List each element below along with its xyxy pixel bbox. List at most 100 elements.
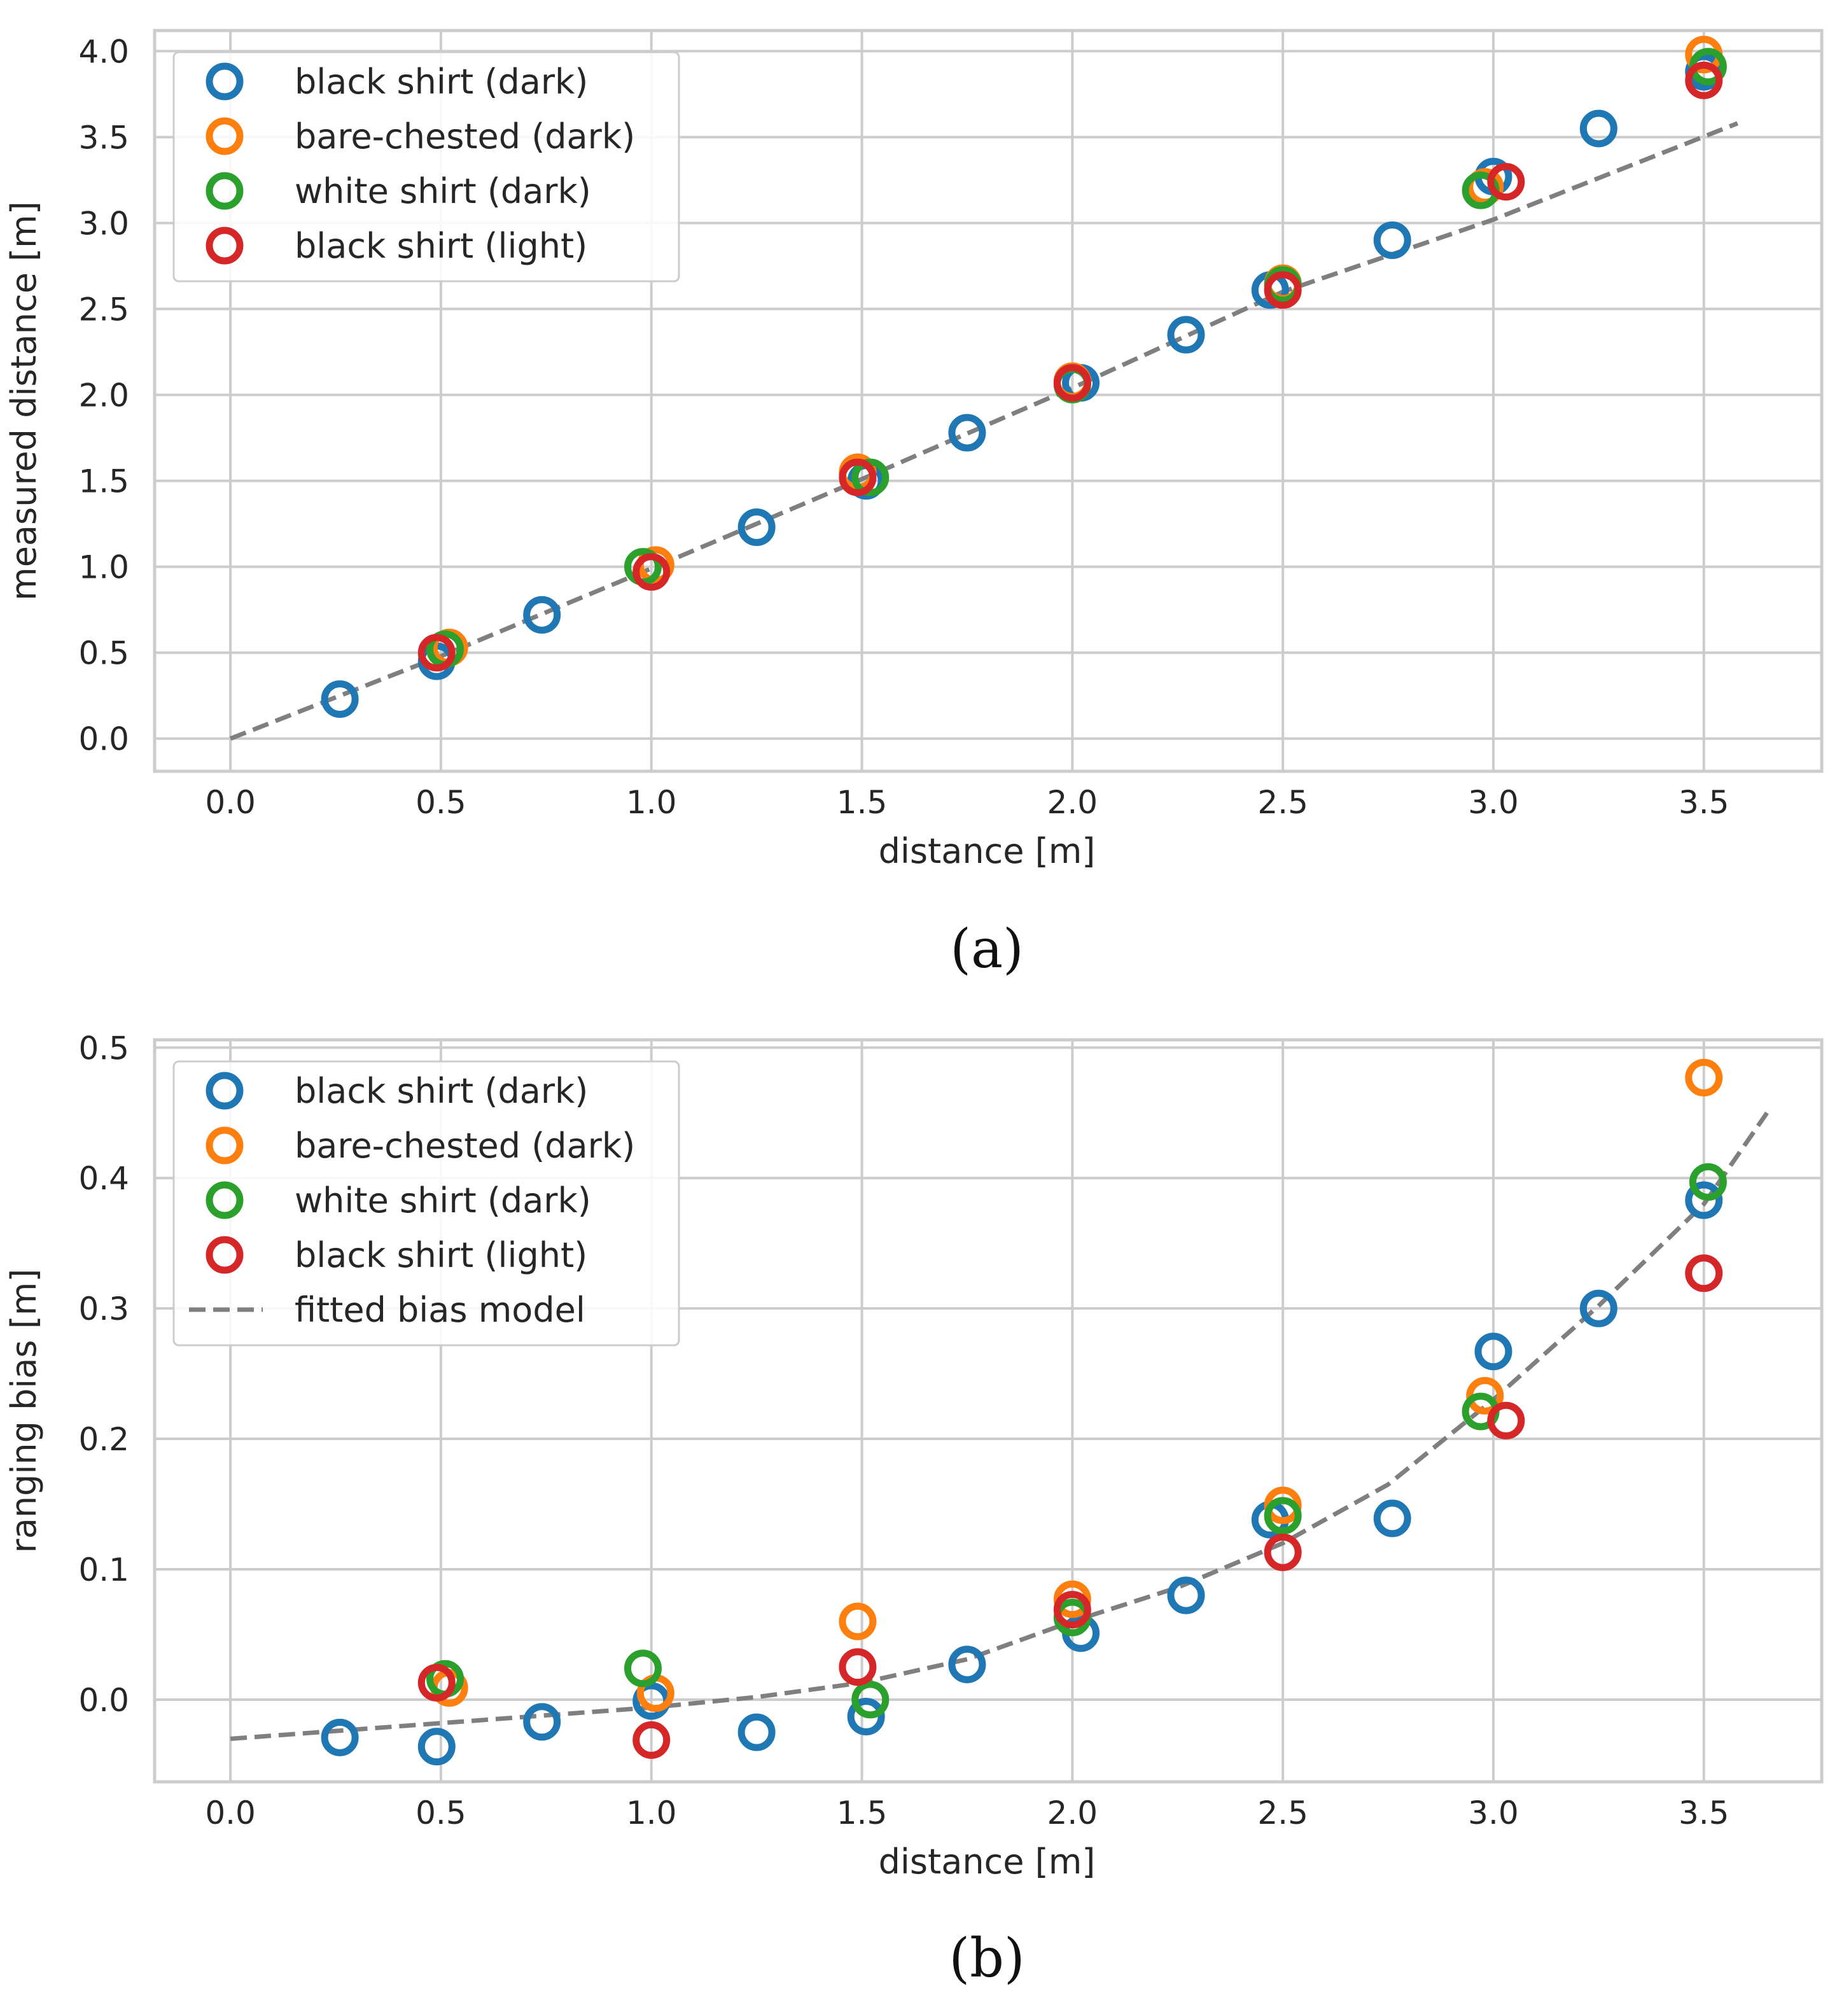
data-point	[1264, 1497, 1302, 1535]
data-point	[1579, 109, 1617, 148]
data-point	[1474, 1333, 1512, 1371]
y-tick-label: 0.3	[78, 1291, 129, 1327]
data-point	[1167, 1576, 1205, 1614]
x-tick-label: 3.5	[1679, 784, 1729, 821]
legend-box	[172, 1060, 680, 1347]
legend: black shirt (dark) bare-chested (dark) whi…	[172, 51, 680, 283]
y-tick-label: 0.5	[78, 635, 129, 672]
legend-box	[172, 51, 680, 283]
x-tick-label: 3.5	[1679, 1795, 1729, 1831]
legend-label: white shirt (dark)	[295, 171, 591, 211]
data-point	[523, 1703, 561, 1741]
x-tick-label: 0.5	[416, 784, 466, 821]
x-axis-label: distance [m]	[879, 1842, 1096, 1882]
legend-label: black shirt (light)	[295, 226, 587, 266]
data-point	[1487, 163, 1525, 201]
x-tick-label: 2.5	[1257, 1795, 1308, 1831]
data-point	[737, 1713, 776, 1751]
data-point	[624, 1649, 662, 1688]
x-tick-label: 1.5	[837, 1795, 888, 1831]
y-axis-label: measured distance [m]	[4, 201, 44, 601]
y-tick-label: 0.4	[78, 1160, 129, 1197]
y-tick-label: 0.5	[78, 1030, 129, 1067]
data-point	[1053, 1591, 1091, 1629]
data-point	[1264, 1533, 1302, 1571]
x-tick-label: 2.0	[1047, 784, 1098, 821]
chart-panel-a: 0.0 0.5 1.0 1.5 2.0 2.5 3.0 3.5 0.0 0.5 1.0 1.5 2.0 2…	[4, 29, 1824, 871]
y-tick-label: 0.1	[78, 1551, 129, 1588]
data-point	[632, 1721, 671, 1759]
data-point	[417, 1728, 456, 1766]
data-point	[847, 1698, 885, 1736]
legend-marker-bare-chested-dark	[206, 117, 244, 155]
legend-label: white shirt (dark)	[295, 1180, 591, 1221]
data-point	[1053, 364, 1091, 402]
data-point	[1373, 1499, 1411, 1537]
data-point	[523, 596, 561, 634]
data-point	[737, 508, 776, 547]
x-tick-label: 3.0	[1468, 1795, 1519, 1831]
y-tick-label: 0.0	[78, 1682, 129, 1719]
y-tick-label: 1.5	[78, 463, 129, 500]
figure-caption: (b)	[949, 1927, 1024, 1989]
y-tick-label: 3.5	[78, 119, 129, 156]
x-tick-label: 2.5	[1257, 784, 1308, 821]
x-tick-label: 3.0	[1468, 784, 1519, 821]
plot-frame	[153, 1038, 1824, 1784]
legend-marker-black-shirt-light	[206, 1236, 244, 1274]
legend-marker-bare-chested-dark	[206, 1126, 244, 1165]
data-point	[1685, 1181, 1723, 1219]
legend-marker-white-shirt-dark	[206, 1181, 244, 1219]
y-axis-label: ranging bias [m]	[4, 1269, 44, 1553]
y-tick-label: 2.0	[78, 377, 129, 414]
x-axis-label: distance [m]	[879, 831, 1096, 871]
data-point	[1685, 61, 1723, 99]
data-point	[851, 458, 890, 496]
y-tick-label: 0.2	[78, 1421, 129, 1458]
legend-label: fitted bias model	[295, 1290, 585, 1330]
series-black-shirt-dark	[321, 1181, 1723, 1766]
data-point	[948, 1646, 986, 1684]
legend-label: black shirt (light)	[295, 1235, 587, 1275]
series-black-shirt-light	[417, 1254, 1723, 1759]
x-tick-label: 2.0	[1047, 1795, 1098, 1831]
data-point	[321, 1718, 359, 1756]
data-point	[851, 1681, 890, 1719]
legend-marker-black-shirt-dark	[206, 62, 244, 101]
y-tick-label: 1.0	[78, 549, 129, 586]
x-tick-label: 1.5	[837, 784, 888, 821]
legend-label: black shirt (dark)	[295, 62, 588, 102]
data-point	[417, 634, 456, 672]
legend-marker-white-shirt-dark	[206, 172, 244, 210]
x-tick-label: 0.0	[205, 784, 256, 821]
y-tick-label: 4.0	[78, 33, 129, 70]
data-point	[1487, 1401, 1525, 1439]
x-tick-label: 1.0	[626, 784, 677, 821]
series-black-shirt-light	[417, 61, 1723, 672]
y-tick-label: 0.0	[78, 721, 129, 758]
data-point	[839, 1648, 877, 1686]
legend: black shirt (dark) bare-chested (dark) whi…	[172, 1060, 680, 1347]
data-point	[1466, 1376, 1504, 1415]
data-point	[1167, 316, 1205, 354]
data-point	[321, 680, 359, 718]
data-point	[948, 414, 986, 452]
data-point	[839, 458, 877, 496]
x-tick-label: 1.0	[626, 1795, 677, 1831]
y-tick-label: 2.5	[78, 291, 129, 328]
legend-marker-black-shirt-dark	[206, 1072, 244, 1110]
y-tick-label: 3.0	[78, 205, 129, 242]
chart-panel-b: 0.0 0.5 1.0 1.5 2.0 2.5 3.0 3.5 0.0 0.1 0.2 0.3 0.4 0…	[4, 1030, 1824, 1882]
legend-label: bare-chested (dark)	[295, 1126, 635, 1166]
x-tick-label: 0.0	[205, 1795, 256, 1831]
data-point	[1579, 1289, 1617, 1327]
data-point	[1373, 221, 1411, 259]
data-point	[1264, 271, 1302, 309]
data-point	[417, 1663, 456, 1702]
legend-label: black shirt (dark)	[295, 1071, 588, 1111]
data-point	[1685, 1058, 1723, 1096]
data-point	[1689, 1163, 1727, 1201]
x-tick-label: 0.5	[416, 1795, 466, 1831]
legend-marker-black-shirt-light	[206, 227, 244, 265]
figure-caption: (a)	[950, 918, 1024, 980]
